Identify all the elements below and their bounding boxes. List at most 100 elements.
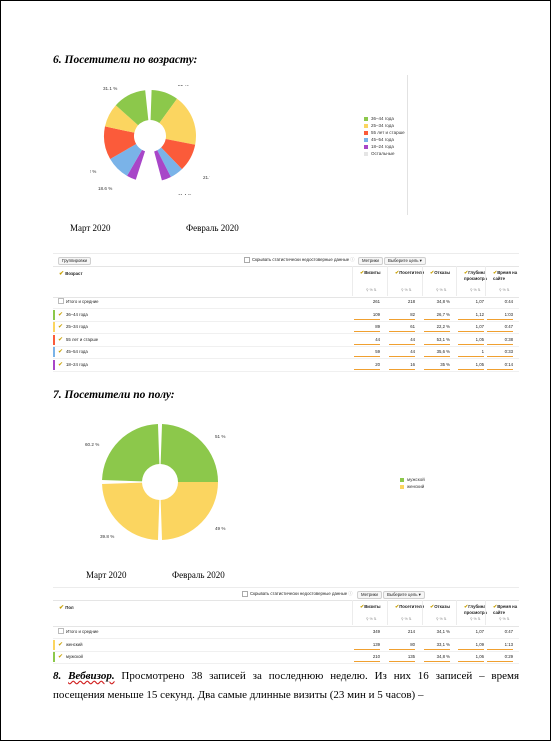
age-column-header[interactable]: ✔Визиты xyxy=(360,270,387,276)
age-total-row[interactable]: Итого и средние 261 218 34,8 % 1,07 0:44 xyxy=(53,296,519,309)
filter-icon[interactable]: ⚲ xyxy=(499,288,502,292)
sort-icon[interactable]: ⇅ xyxy=(477,617,481,621)
cell-bar xyxy=(389,356,415,358)
row-color-marker xyxy=(53,309,55,320)
percent-icon[interactable]: % xyxy=(369,288,373,292)
column-controls[interactable]: ⚲ % ⇅ xyxy=(436,288,447,292)
row-check-icon[interactable]: ✔ xyxy=(58,311,64,318)
percent-icon[interactable]: % xyxy=(439,617,443,621)
check-icon: ✔ xyxy=(360,604,365,610)
cell-bar xyxy=(354,661,380,663)
column-controls[interactable]: ⚲ % ⇅ xyxy=(499,288,510,292)
table-row[interactable]: ✔ 55 лет и старше 44 44 53,1 % 1,05 0:38 xyxy=(53,334,519,347)
filter-icon[interactable]: ⚲ xyxy=(499,617,502,621)
row-check-icon[interactable]: ✔ xyxy=(58,336,64,343)
column-controls[interactable]: ⚲ % ⇅ xyxy=(401,617,412,621)
table-cell: 53,1 % xyxy=(436,336,450,342)
percent-icon[interactable]: % xyxy=(404,288,408,292)
hide-inaccurate-checkbox[interactable] xyxy=(242,591,248,597)
gender-slices-slice-2 xyxy=(102,482,160,540)
row-check-icon[interactable]: ✔ xyxy=(58,349,64,356)
column-controls[interactable]: ⚲ % ⇅ xyxy=(401,288,412,292)
row-check-icon[interactable]: ✔ xyxy=(58,641,64,648)
percent-icon[interactable]: % xyxy=(404,617,408,621)
row-check-icon[interactable]: ✔ xyxy=(58,324,64,331)
age-column-header[interactable]: ✔Глубина просмотра xyxy=(464,270,491,281)
sort-icon[interactable]: ⇅ xyxy=(477,288,481,292)
column-controls[interactable]: ⚲ % ⇅ xyxy=(436,617,447,621)
table-cell: 61 xyxy=(410,324,415,330)
row-color-marker xyxy=(53,360,55,370)
percent-icon[interactable]: % xyxy=(502,617,506,621)
filter-icon[interactable]: ⚲ xyxy=(470,288,473,292)
column-controls[interactable]: ⚲ % ⇅ xyxy=(470,617,481,621)
filter-icon[interactable]: ⚲ xyxy=(366,617,369,621)
age-table-header xyxy=(53,266,519,298)
column-controls[interactable]: ⚲ % ⇅ xyxy=(499,617,510,621)
choose-goal-dropdown[interactable]: Выберите цель ▾ xyxy=(384,257,426,265)
sort-icon[interactable]: ⇅ xyxy=(506,288,510,292)
column-header-label: Глубина просмотра xyxy=(464,270,487,281)
gender-column-header[interactable]: ✔Отказы xyxy=(430,604,457,610)
gender-column-header[interactable]: ✔Посетители xyxy=(395,604,424,610)
table-cell: 214 xyxy=(407,629,415,634)
column-controls[interactable]: ⚲ % ⇅ xyxy=(366,617,377,621)
row-checkbox[interactable] xyxy=(58,298,64,306)
metrics-button[interactable]: Метрики xyxy=(358,257,383,265)
cell-bar xyxy=(424,648,450,650)
check-icon: ✔ xyxy=(464,604,469,610)
filter-icon[interactable]: ⚲ xyxy=(366,288,369,292)
column-controls[interactable]: ⚲ % ⇅ xyxy=(470,288,481,292)
row-check-icon[interactable]: ✔ xyxy=(58,654,64,661)
filter-icon[interactable]: ⚲ xyxy=(436,617,439,621)
table-cell: 34,8 % xyxy=(436,299,450,304)
metrics-button[interactable]: Метрики xyxy=(357,591,382,599)
sort-icon[interactable]: ⇅ xyxy=(373,617,377,621)
age-column-header[interactable]: ✔Отказы xyxy=(430,270,457,276)
gender-dimension-header[interactable]: ✔ Пол xyxy=(59,604,74,611)
sort-icon[interactable]: ⇅ xyxy=(443,288,447,292)
sort-icon[interactable]: ⇅ xyxy=(408,617,412,621)
gender-column-header[interactable]: ✔Глубина просмотра xyxy=(464,604,491,615)
table-row[interactable]: ✔ мужской 210 135 34,8 % 1,06 0:29 xyxy=(53,651,519,665)
column-controls[interactable]: ⚲ % ⇅ xyxy=(366,288,377,292)
filter-icon[interactable]: ⚲ xyxy=(470,617,473,621)
age-table: Группировки Скрывать статистически недос… xyxy=(53,253,519,373)
filter-icon[interactable]: ⚲ xyxy=(436,288,439,292)
table-row[interactable]: ✔ женский 139 80 33,1 % 1,09 1:13 xyxy=(53,639,519,652)
row-checkbox[interactable] xyxy=(58,628,64,636)
age-slices-slice-6 xyxy=(110,144,142,176)
percent-icon[interactable]: % xyxy=(473,288,477,292)
gender-slices-slice-0 xyxy=(160,424,218,482)
choose-goal-dropdown[interactable]: Выберите цель ▾ xyxy=(383,591,425,599)
table-row[interactable]: ✔ 25–34 года 89 61 22,2 % 1,07 0:47 xyxy=(53,321,519,335)
cell-bar xyxy=(487,331,513,333)
gender-total-row[interactable]: Итого и средние 349 214 34,1 % 1,07 0:47 xyxy=(53,626,519,639)
percent-icon[interactable]: % xyxy=(369,617,373,621)
sort-icon[interactable]: ⇅ xyxy=(373,288,377,292)
age-column-header[interactable]: ✔Посетители xyxy=(395,270,424,276)
age-caption-march: Март 2020 xyxy=(70,223,111,233)
hide-inaccurate-checkbox[interactable] xyxy=(244,257,250,263)
gender-column-header[interactable]: ✔Визиты xyxy=(360,604,387,610)
percent-icon[interactable]: % xyxy=(502,288,506,292)
table-row[interactable]: ✔ 36–44 года 109 82 26,7 % 1,12 1:03 xyxy=(53,309,519,322)
age-dimension-header[interactable]: ✔ Возраст xyxy=(59,270,83,277)
sort-icon[interactable]: ⇅ xyxy=(408,288,412,292)
age-column-header[interactable]: ✔Время на сайте xyxy=(493,270,520,281)
sort-icon[interactable]: ⇅ xyxy=(443,617,447,621)
groupings-button[interactable]: Группировки xyxy=(58,257,91,265)
percent-icon[interactable]: % xyxy=(439,288,443,292)
percent-icon[interactable]: % xyxy=(473,617,477,621)
filter-icon[interactable]: ⚲ xyxy=(401,288,404,292)
hide-inaccurate-toggle[interactable]: Скрывать статистически недостоверные дан… xyxy=(244,257,355,263)
table-cell: 44 xyxy=(375,336,380,342)
filter-icon[interactable]: ⚲ xyxy=(401,617,404,621)
row-check-icon[interactable]: ✔ xyxy=(58,362,64,368)
table-row[interactable]: ✔ 18–24 года 20 16 35 % 1,05 0:14 xyxy=(53,359,519,372)
table-row[interactable]: ✔ 45–54 года 59 44 35,6 % 1 0:33 xyxy=(53,346,519,360)
hide-inaccurate-toggle[interactable]: Скрывать статистически недостоверные дан… xyxy=(242,591,353,597)
column-separator xyxy=(387,266,388,296)
gender-column-header[interactable]: ✔Время на сайте xyxy=(493,604,520,615)
sort-icon[interactable]: ⇅ xyxy=(506,617,510,621)
